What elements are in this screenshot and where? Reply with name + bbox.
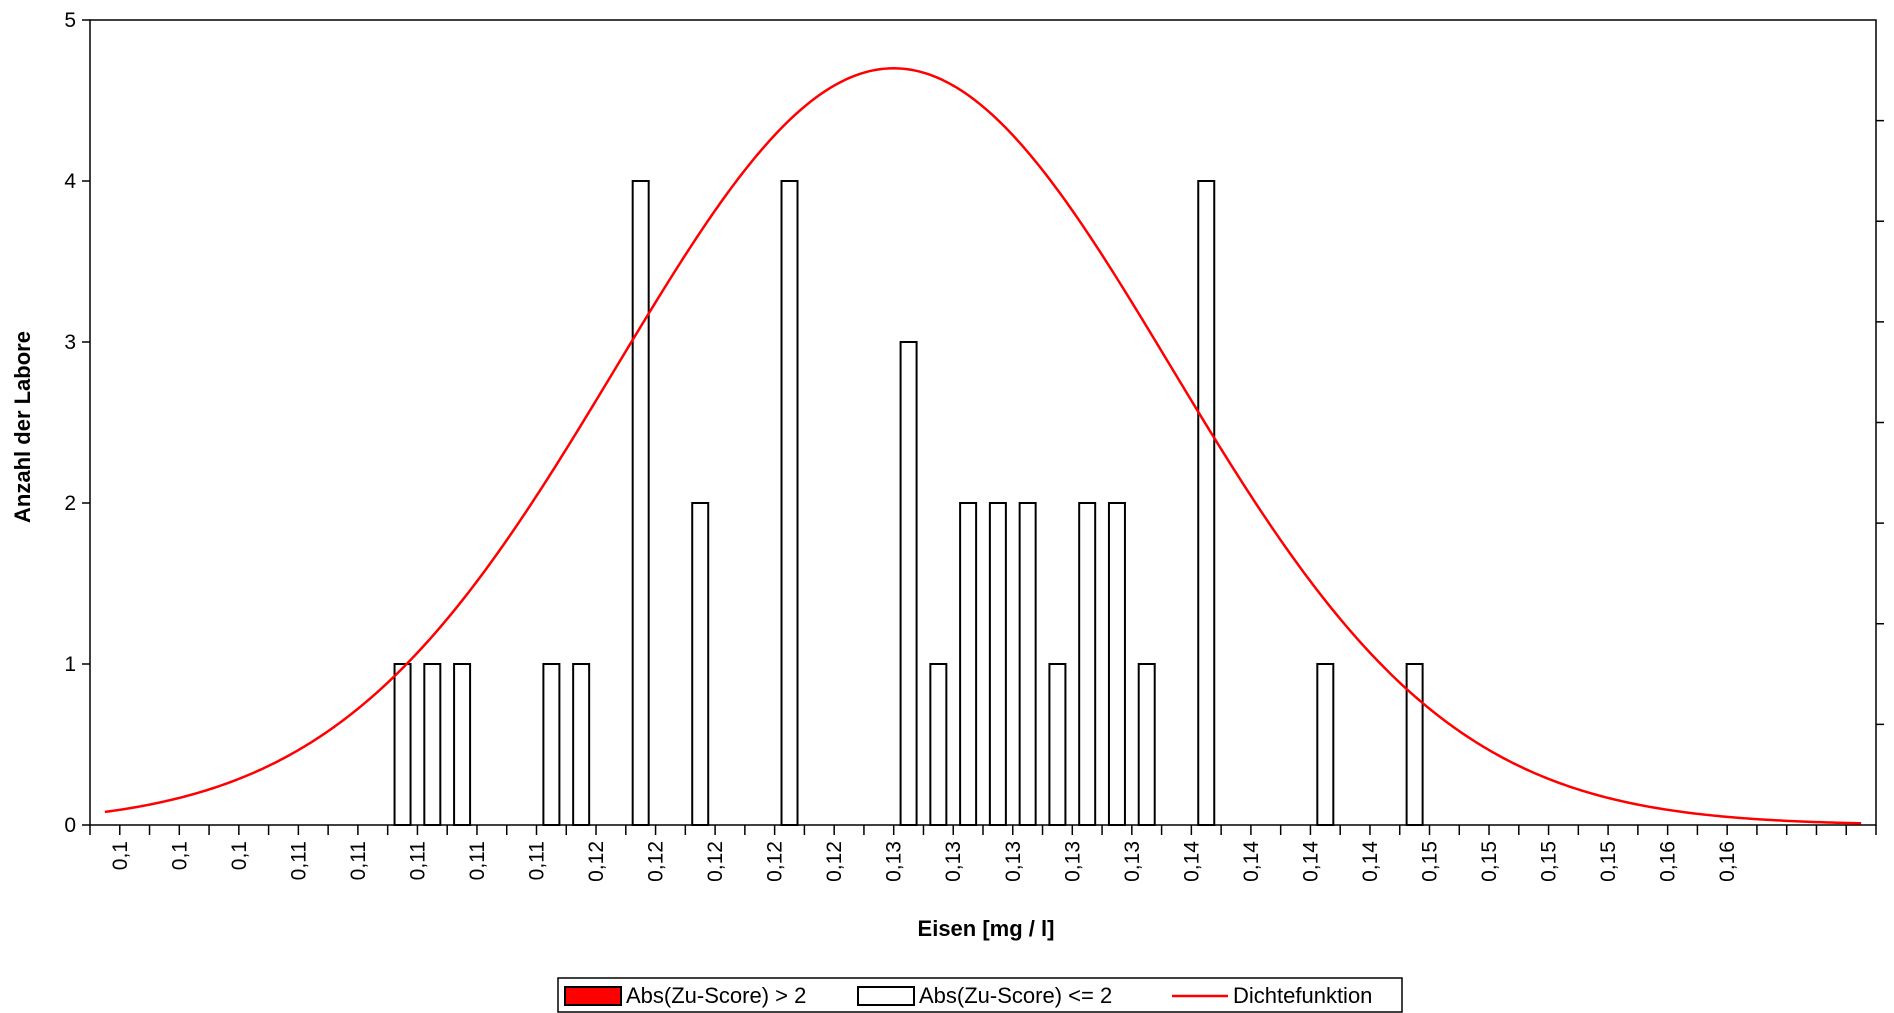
histogram-bar (453, 663, 472, 826)
x-tick-label: 0,11 (526, 841, 549, 880)
y-tick-label: 3 (64, 331, 76, 354)
x-tick-label: 0,14 (1299, 841, 1322, 882)
histogram-bar (1048, 663, 1067, 826)
x-tick-label: 0,1 (168, 841, 191, 870)
legend: Abs(Zu-Score) > 2 Abs(Zu-Score) <= 2 Dic… (557, 977, 1403, 1013)
histogram-bar (1018, 502, 1037, 826)
y-tick-label: 0 (64, 814, 76, 837)
legend-swatch-high (564, 986, 622, 1006)
x-tick-label: 0,16 (1716, 841, 1739, 882)
density-curve (104, 67, 1862, 825)
histogram-bar (1197, 180, 1216, 826)
legend-swatch-low (857, 986, 915, 1006)
x-tick-label: 0,15 (1419, 841, 1442, 882)
y-tick-label: 4 (64, 170, 76, 193)
histogram-bar (691, 502, 710, 826)
x-tick-label: 0,12 (823, 841, 846, 882)
legend-frame (557, 977, 1403, 1013)
histogram-bar (572, 663, 591, 826)
plot-area-border (89, 19, 1877, 826)
x-tick-label: 0,15 (1538, 841, 1561, 882)
x-tick-label: 0,15 (1478, 841, 1501, 882)
x-tick-label: 0,14 (1180, 841, 1203, 882)
histogram-bar (393, 663, 412, 826)
histogram-bar (1316, 663, 1335, 826)
histogram-bar (1107, 502, 1126, 826)
x-tick-label: 0,13 (883, 841, 906, 882)
x-tick-label: 0,15 (1597, 841, 1620, 882)
x-tick-label: 0,11 (347, 841, 370, 880)
histogram-bar (988, 502, 1007, 826)
histogram-bar (1405, 663, 1424, 826)
histogram-bar (423, 663, 442, 826)
x-tick-label: 0,12 (704, 841, 727, 882)
y-tick-label: 2 (64, 492, 76, 515)
y-tick-label: 5 (64, 9, 76, 32)
y-axis: 0 1 2 3 4 5 (64, 9, 90, 837)
histogram-bar (542, 663, 561, 826)
x-tick-label: 0,12 (585, 841, 608, 882)
x-tick-label: 0,11 (287, 841, 310, 880)
density-curve-group (104, 67, 1862, 825)
histogram-bar (780, 180, 799, 826)
y-tick-label: 1 (64, 653, 76, 676)
x-tick-label: 0,12 (645, 841, 668, 882)
histogram-bar (959, 502, 978, 826)
x-tick-label: 0,13 (1121, 841, 1144, 882)
plot-frame (89, 19, 1884, 826)
histogram-bar (631, 180, 650, 826)
legend-label-density: Dichtefunktion (1233, 983, 1372, 1008)
histogram-bar (929, 663, 948, 826)
x-tick-label: 0,12 (764, 841, 787, 882)
x-tick-label: 0,11 (466, 841, 489, 880)
x-tick-label: 0,13 (1002, 841, 1025, 882)
x-tick-label: 0,14 (1359, 841, 1382, 882)
x-tick-label: 0,11 (406, 841, 429, 880)
legend-label-high: Abs(Zu-Score) > 2 (626, 983, 806, 1008)
legend-label-low: Abs(Zu-Score) <= 2 (919, 983, 1112, 1008)
histogram-bar (899, 341, 918, 826)
x-tick-label: 0,14 (1240, 841, 1263, 882)
x-axis: 0,1 0,1 0,1 0,11 0,11 0,11 0,11 0,11 0,12 0,12 0,1… (89, 825, 1877, 882)
x-tick-label: 0,1 (228, 841, 251, 870)
x-axis-title: Eisen [mg / l] (918, 916, 1055, 941)
x-tick-label: 0,13 (942, 841, 965, 882)
x-tick-label: 0,13 (1061, 841, 1084, 882)
x-tick-label: 0,1 (109, 841, 132, 870)
bars (393, 180, 1424, 826)
histogram-bar (1078, 502, 1097, 826)
y-axis-title: Anzahl der Labore (10, 331, 35, 523)
x-tick-label: 0,16 (1657, 841, 1680, 882)
histogram-bar (1137, 663, 1156, 826)
